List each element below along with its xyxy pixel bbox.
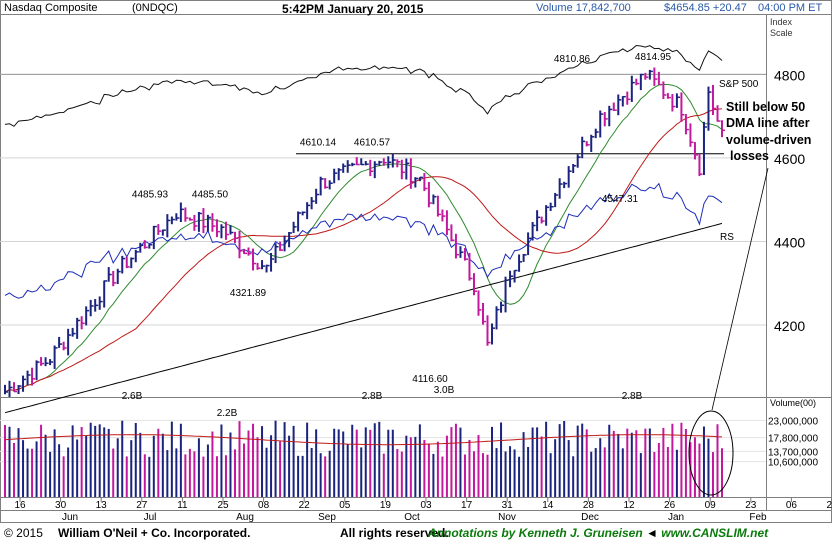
annotation-pointer-line <box>711 167 769 411</box>
volume-annotation-label: 2.6B <box>122 391 143 402</box>
annotation-ellipse <box>688 410 734 496</box>
annotation-line-3: volume-driven <box>726 133 811 147</box>
volume-tick-label: 10,600,000 <box>768 458 818 469</box>
volume-tick-label: 23,000,000 <box>768 416 818 427</box>
timestamp: 5:42PM January 20, 2015 <box>282 2 424 16</box>
price-tick-label: 4200 <box>774 318 805 334</box>
index-scale-label-1: Index <box>770 17 793 27</box>
rights-text: All rights reserved. <box>340 526 449 540</box>
x-tick-label: 22 <box>299 500 311 511</box>
moving-average-200-line <box>4 108 723 393</box>
volume-annotation-label: 2.8B <box>622 391 643 402</box>
price-annotation-label: 4321.89 <box>230 288 267 299</box>
footer: © 2015 William O'Neil + Co. Incorporated… <box>0 523 832 543</box>
volume-readout: Volume 17,842,700 <box>536 2 631 14</box>
price-tick-label: 4400 <box>774 234 805 250</box>
price-axis: 4200 4400 4600 4800 23,000,000 17,800,000 13,7… <box>768 67 818 468</box>
x-tick-label: 28 <box>583 500 595 511</box>
price-annotation-label: 4814.95 <box>635 52 672 63</box>
x-tick-label: 11 <box>177 500 188 511</box>
month-label: Nov <box>498 512 516 523</box>
time-axis: 16 30 13 27 11 25 08 22 05 19 03 17 31 14 28 12 26 09 23 06… <box>14 497 832 523</box>
month-label: Jun <box>62 512 78 523</box>
month-label: Sep <box>318 512 336 523</box>
month-label: Jan <box>668 512 684 523</box>
price-annotation-label: 4485.93 <box>132 190 169 201</box>
x-tick-label: 30 <box>55 500 67 511</box>
x-tick-label: 06 <box>786 500 798 511</box>
price-annotation-label: 4610.14 <box>300 138 337 149</box>
sp500-line <box>4 44 723 127</box>
price-annotation-label: 4485.50 <box>192 190 229 201</box>
x-tick-label: 09 <box>705 500 717 511</box>
time-et: 04:00 PM ET <box>758 2 822 14</box>
annotation-text: Still below 50 DMA line after volume-dri… <box>726 100 811 163</box>
price-tick-label: 4800 <box>774 67 805 83</box>
copyright-text: © 2015 <box>4 526 43 540</box>
annotation-line-1: Still below 50 <box>726 100 805 114</box>
price-bars <box>4 67 725 397</box>
long-term-average-line <box>4 222 723 414</box>
price-tick-label: 4600 <box>774 151 805 167</box>
index-scale-label-2: Scale <box>770 28 793 38</box>
x-tick-label: 08 <box>258 500 270 511</box>
month-label: Oct <box>404 512 420 523</box>
moving-average-lines <box>4 44 723 414</box>
volume-annotation-label: 3.0B <box>434 385 455 396</box>
month-label: Dec <box>581 512 599 523</box>
x-tick-label: 23 <box>745 500 757 511</box>
x-tick-label: 17 <box>461 500 473 511</box>
company-name: William O'Neil + Co. Incorporated. <box>58 526 251 540</box>
website-link[interactable]: www.CANSLIM.net <box>661 526 769 540</box>
volume-tick-label: 17,800,000 <box>768 434 818 445</box>
price-annotation-label: 4610.57 <box>354 138 391 149</box>
sp500-label: S&P 500 <box>719 79 759 90</box>
x-tick-label: 19 <box>380 500 392 511</box>
volume-average-line <box>4 434 723 446</box>
volume-annotation-label: 2.8B <box>362 391 383 402</box>
month-label: Aug <box>236 512 254 523</box>
rs-label: RS <box>720 232 734 243</box>
x-tick-label: 20 <box>826 500 832 511</box>
x-tick-label: 27 <box>136 500 148 511</box>
price-volume-chart: Nasdaq Composite (0NDQC) 5:42PM January … <box>0 0 832 523</box>
x-tick-label: 26 <box>664 500 676 511</box>
price-annotation-label: 4810.86 <box>554 54 591 65</box>
x-tick-label: 05 <box>339 500 351 511</box>
price-readout: $4654.85 +20.47 <box>664 2 747 14</box>
volume-annotation-label: 2.2B <box>217 408 238 419</box>
annotation-credit-text: Annotations by Kenneth J. Gruneisen <box>428 526 643 540</box>
x-tick-label: 13 <box>96 500 108 511</box>
price-annotation-label: 4116.60 <box>412 374 448 385</box>
volume-axis-label: Volume(00) <box>770 398 816 408</box>
x-tick-label: 25 <box>217 500 229 511</box>
reference-lines <box>0 73 766 155</box>
x-tick-label: 03 <box>420 500 432 511</box>
volume-bars <box>4 420 723 497</box>
annotation-credit: Annotations by Kenneth J. Gruneisen ◄ ww… <box>428 526 769 540</box>
volume-tick-label: 13,700,000 <box>768 447 818 458</box>
price-annotations: 4485.93 4485.50 4321.89 4610.14 4610.57 4116.… <box>122 52 672 419</box>
month-label: Feb <box>749 512 767 523</box>
x-tick-label: 14 <box>542 500 554 511</box>
annotation-line-4: losses <box>730 149 769 163</box>
x-tick-label: 12 <box>623 500 635 511</box>
ticker-symbol: (0NDQC) <box>132 2 178 14</box>
moving-average-50-line <box>4 83 723 393</box>
symbol-name: Nasdaq Composite <box>4 2 98 14</box>
x-tick-label: 16 <box>14 500 26 511</box>
month-label: Jul <box>144 512 157 523</box>
price-annotation-label: 4547.31 <box>602 194 639 205</box>
x-tick-label: 31 <box>502 500 514 511</box>
annotation-line-2: DMA line after <box>726 116 810 130</box>
relative-strength-line <box>4 182 723 299</box>
